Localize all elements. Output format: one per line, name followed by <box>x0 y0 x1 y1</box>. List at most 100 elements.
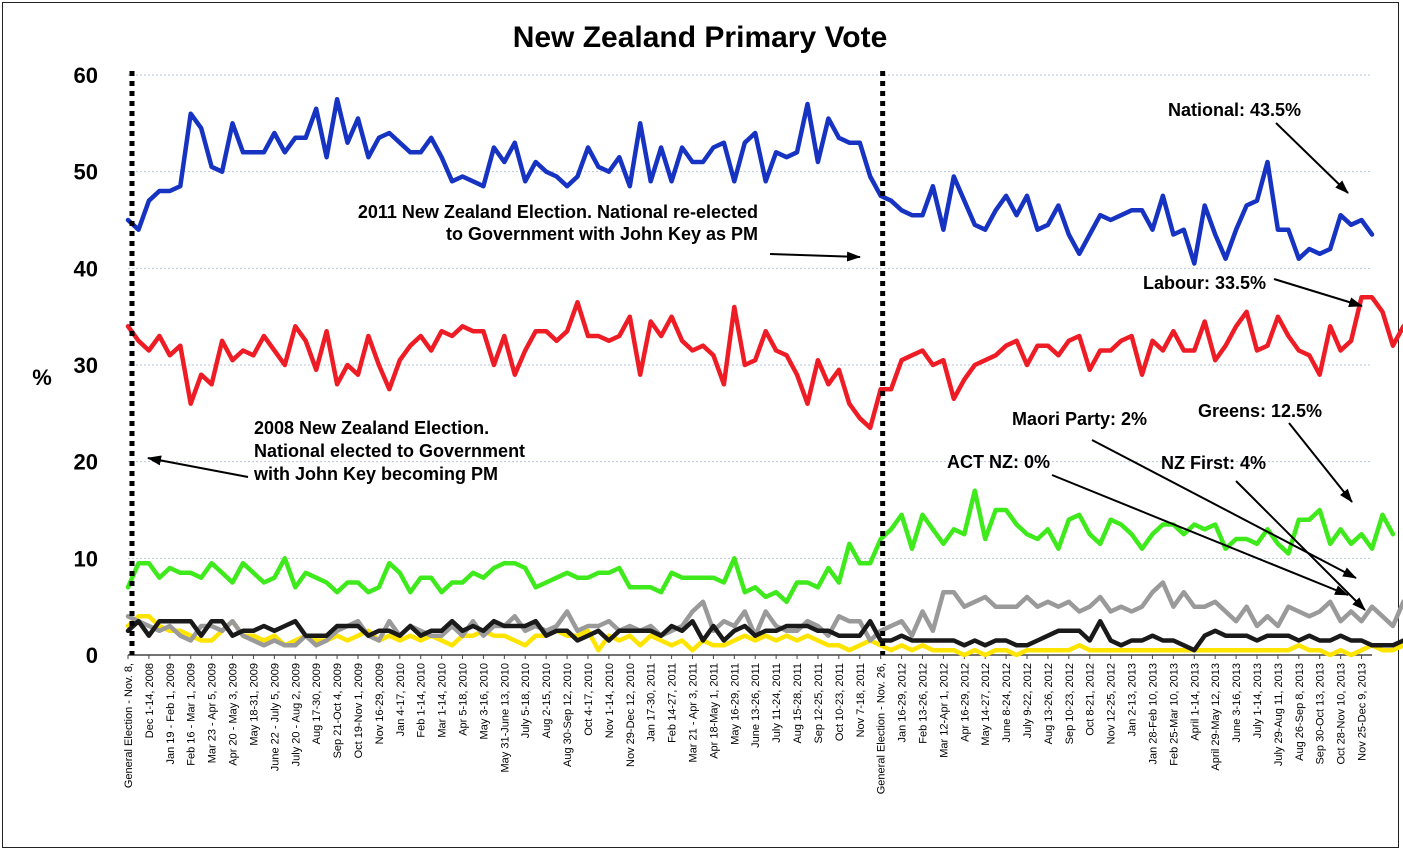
x-tick-label: April 29-May 12, 2013 <box>1210 663 1222 771</box>
annotation-text: 2008 New Zealand Election. <box>254 418 489 438</box>
series-line-maori-party <box>125 580 1403 648</box>
x-tick-label: Feb 14-27, 2011 <box>667 663 679 743</box>
x-tick-label: May 18-31, 2009 <box>248 663 260 746</box>
annotation-arrow <box>1275 122 1349 194</box>
axes: 0 10 20 30 40 50 60 General Election - Nov. 8, D… <box>74 63 1372 794</box>
x-tick-label: General Election - Nov. 26, <box>876 663 888 794</box>
annotation-text: Greens: 12.5% <box>1198 401 1322 421</box>
annotation-text: to Government with John Key as PM <box>446 224 758 244</box>
x-tick-label: May 31-June 13, 2010 <box>499 663 511 772</box>
x-tick-label: Feb 16 - Mar 1, 2009 <box>186 663 198 766</box>
election-markers <box>129 71 886 655</box>
x-tick-label: Aug 13-26, 2012 <box>1043 663 1055 744</box>
x-tick-label: Oct 8-21, 2012 <box>1085 663 1097 736</box>
x-tick-label: Nov 16-29, 2009 <box>374 663 386 744</box>
x-tick-label: Nov 7-18, 2011 <box>855 663 867 737</box>
x-tick-label: July 29-Aug 11, 2013 <box>1273 663 1285 766</box>
annotation-text: National elected to Government <box>254 441 525 461</box>
series-line-act-nz <box>125 614 1403 658</box>
y-tick-label: 60 <box>74 63 98 88</box>
x-tick-label: Sep 21-Oct 4, 2009 <box>332 663 344 758</box>
annotations: 2011 New Zealand Election. National re-e… <box>147 100 1366 611</box>
x-tick-label: Jan 2-13, 2013 <box>1127 663 1139 736</box>
annotation-text: Labour: 33.5% <box>1143 273 1266 293</box>
x-tick-label: Mar 21 - Apr 3, 2011 <box>688 663 700 762</box>
x-tick-label: June 13-26, 2011 <box>750 663 762 748</box>
annotation-arrow <box>769 251 861 262</box>
x-tick-label: Nov 29-Dec 12, 2010 <box>625 663 637 767</box>
x-tick-label: Feb 1-14, 2010 <box>416 663 428 738</box>
x-tick-label: Oct 28-Nov 10, 2013 <box>1336 663 1348 765</box>
chart-title: New Zealand Primary Vote <box>513 21 888 54</box>
x-tick-label: Aug 2-15, 2010 <box>541 663 553 738</box>
x-tick-label: Apr 18-May 1, 2011 <box>708 663 720 759</box>
y-tick-label: 40 <box>74 256 98 281</box>
y-tick-label: 10 <box>74 546 98 571</box>
x-tick-label: May 14-27, 2012 <box>980 663 992 746</box>
x-tick-label: Sep 10-23, 2012 <box>1064 663 1076 744</box>
x-tick-label: June 8-24, 2012 <box>1001 663 1013 743</box>
x-tick-label: Jan 16-29, 2012 <box>897 663 909 743</box>
x-tick-label: Aug 30-Sep 12, 2010 <box>562 663 574 767</box>
annotation-text: ACT NZ: 0% <box>947 452 1050 472</box>
y-tick-label: 20 <box>74 450 98 475</box>
annotation-text: National: 43.5% <box>1168 100 1301 120</box>
series-line-national <box>125 96 1375 266</box>
series-line-nz-first <box>125 618 1403 653</box>
x-tick-label: Oct 10-23, 2011 <box>834 663 846 741</box>
x-tick-label: Oct 19-Nov 1, 2009 <box>353 663 365 758</box>
series-line-labour <box>125 295 1403 431</box>
x-tick-label: July 1-14, 2013 <box>1252 663 1264 738</box>
annotation-text: Maori Party: 2% <box>1012 409 1147 429</box>
y-axis-label: % <box>32 365 52 390</box>
y-tick-label: 50 <box>74 160 98 185</box>
x-tick-label: July 11-24, 2011 <box>771 663 783 743</box>
x-tick-label: Feb 25-Mar 10, 2013 <box>1168 663 1180 766</box>
x-tick-label: Jan 17-30, 2011 <box>646 663 658 742</box>
annotation-arrow <box>1051 474 1349 596</box>
annotation-arrow <box>1288 422 1353 503</box>
x-tick-label: Oct 4-17, 2010 <box>583 663 595 736</box>
x-tick-label: Sep 12-25, 2011 <box>813 663 825 744</box>
annotation-text: NZ First: 4% <box>1161 453 1266 473</box>
x-tick-label: Nov 12-25, 2012 <box>1106 663 1118 744</box>
x-tick-label: Nov 25-Dec 9, 2013 <box>1357 663 1369 761</box>
x-tick-label: June 22 - July 5, 2009 <box>269 663 281 771</box>
x-tick-label: July 9-22, 2012 <box>1022 663 1034 738</box>
y-tick-label: 30 <box>74 353 98 378</box>
x-tick-label: June 3-16, 2013 <box>1231 663 1243 743</box>
x-tick-label: April 1-14, 2013 <box>1189 663 1201 741</box>
annotation-arrow <box>1273 278 1363 307</box>
x-tick-label: July 20 - Aug 2, 2009 <box>290 663 302 766</box>
x-tick-label: Mar 12-Apr 1, 2012 <box>938 663 950 758</box>
series-lines <box>125 96 1403 658</box>
annotation-text: 2011 New Zealand Election. National re-e… <box>358 202 758 222</box>
x-tick-label: Apr 16-29, 2012 <box>959 663 971 742</box>
x-tick-label: May 3-16, 2010 <box>478 663 490 739</box>
x-tick-label: Jan 19 - Feb 1, 2009 <box>165 663 177 765</box>
x-tick-label: Jan 28-Feb 10, 2013 <box>1147 663 1159 765</box>
annotation-text: with John Key becoming PM <box>253 464 498 484</box>
gridlines <box>128 74 1372 559</box>
x-tick-label: Mar 23 - Apr 5, 2009 <box>207 663 219 763</box>
series-line-greens <box>125 488 1396 605</box>
annotation-arrow <box>147 455 249 478</box>
annotation-arrow <box>1091 439 1357 579</box>
x-tick-label: Feb 13-26, 2012 <box>917 663 929 744</box>
x-tick-label: Nov 1-14, 2010 <box>604 663 616 738</box>
x-tick-label: May 16-29, 2011 <box>729 663 741 745</box>
x-tick-label: July 5-18, 2010 <box>520 663 532 738</box>
x-tick-label: Apr 5-18, 2010 <box>458 663 470 736</box>
x-tick-label: Dec 1-14, 2008 <box>144 663 156 738</box>
x-tick-label: General Election - Nov. 8, <box>123 663 135 788</box>
x-tick-label: Apr 20 - May 3, 2009 <box>228 663 240 766</box>
x-tick-label: Aug 15-28, 2011 <box>792 663 804 744</box>
x-tick-label: Sep 30-Oct 13, 2013 <box>1315 663 1327 765</box>
x-tick-label: Aug 17-30, 2009 <box>311 663 323 744</box>
x-tick-label: Jan 4-17, 2010 <box>395 663 407 736</box>
x-tick-label: Mar 1-14, 2010 <box>437 663 449 738</box>
x-tick-label: Aug 26-Sep 8, 2013 <box>1294 663 1306 761</box>
y-tick-label: 0 <box>86 643 98 668</box>
